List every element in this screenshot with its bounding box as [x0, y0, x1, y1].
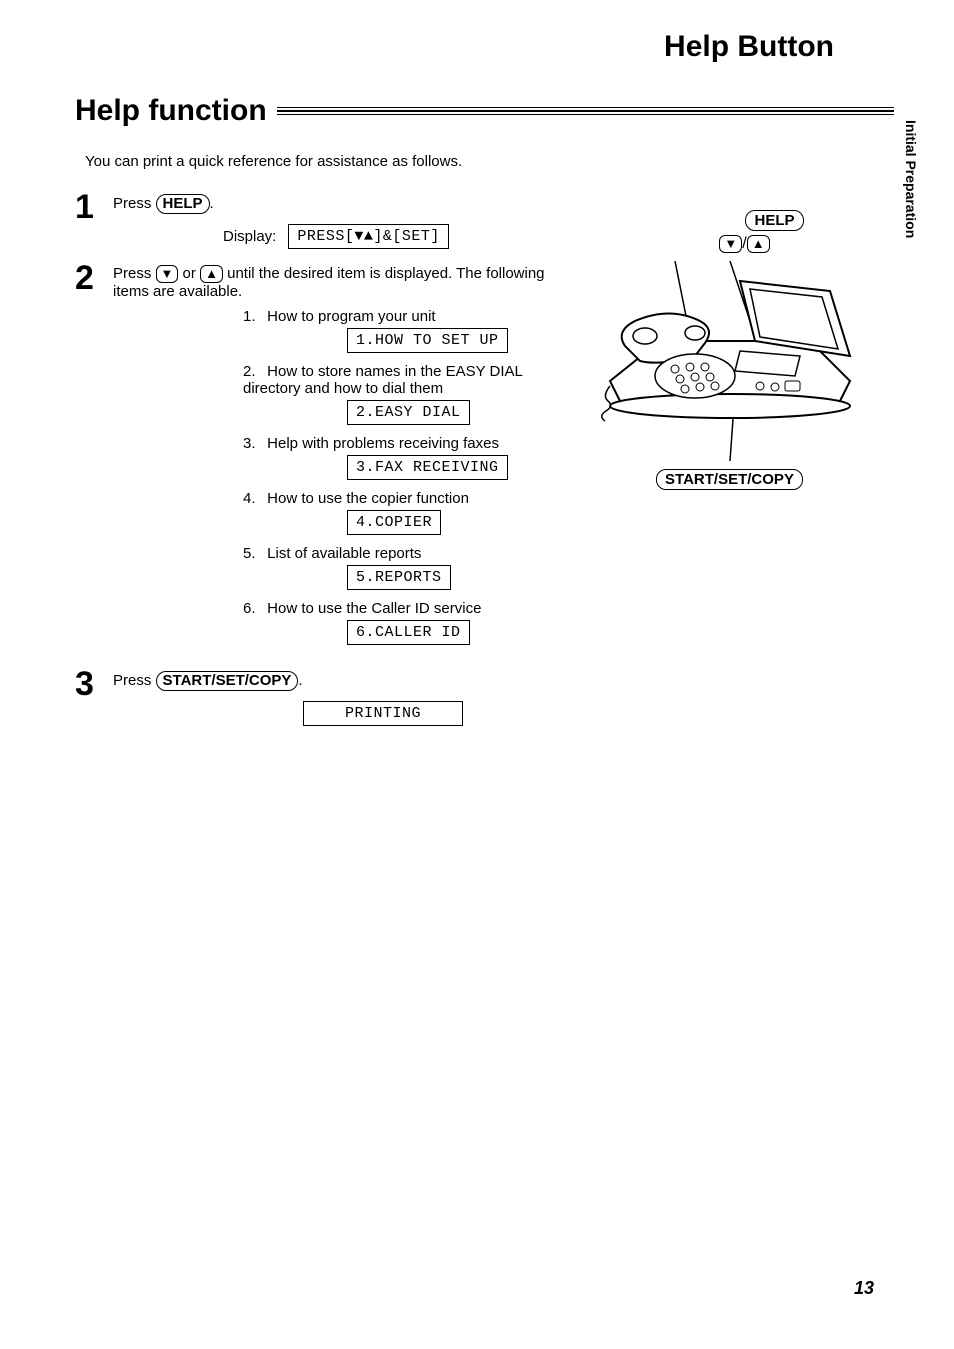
- item-desc: How to use the Caller ID service: [267, 600, 481, 617]
- list-item: 1. How to program your unit: [243, 308, 545, 325]
- list-item: 6. How to use the Caller ID service: [243, 600, 545, 617]
- item-desc: Help with problems receiving faxes: [267, 435, 499, 452]
- step2-or: or: [178, 265, 200, 282]
- item-num: 3.: [243, 435, 263, 452]
- step-2: 2 Press ▼ or ▲ until the desired item is…: [75, 261, 545, 655]
- down-key: ▼: [156, 265, 179, 283]
- step3-period: .: [298, 672, 302, 689]
- start-set-copy-key: START/SET/COPY: [156, 671, 299, 691]
- lcd-item-6: 6.CALLER ID: [347, 620, 470, 645]
- item-num: 2.: [243, 363, 263, 380]
- section-title: Help function: [75, 94, 267, 128]
- step1-press: Press: [113, 195, 156, 212]
- item-num: 4.: [243, 490, 263, 507]
- up-callout: ▲: [747, 235, 770, 253]
- lcd-item-2: 2.EASY DIAL: [347, 400, 470, 425]
- step-1: 1 Press HELP. Display: PRESS[▼▲]&[SET]: [75, 190, 545, 249]
- down-callout: ▼: [719, 235, 742, 253]
- section-title-row: Help function: [75, 94, 894, 128]
- list-item: 3. Help with problems receiving faxes: [243, 435, 545, 452]
- step-number: 1: [75, 190, 113, 224]
- step-number: 2: [75, 261, 113, 295]
- list-item: 5. List of available reports: [243, 545, 545, 562]
- list-item: 2. How to store names in the EASY DIAL d…: [243, 363, 545, 397]
- page-number: 13: [854, 1278, 874, 1299]
- lcd-item-1: 1.HOW TO SET UP: [347, 328, 508, 353]
- lcd-step3: PRINTING: [303, 701, 463, 726]
- lcd-step1: PRESS[▼▲]&[SET]: [288, 224, 449, 249]
- lcd-item-3: 3.FAX RECEIVING: [347, 455, 508, 480]
- step2-press: Press: [113, 265, 156, 282]
- lcd-item-5: 5.REPORTS: [347, 565, 451, 590]
- step3-press: Press: [113, 672, 156, 689]
- help-callout: HELP: [745, 210, 803, 231]
- item-desc: How to program your unit: [267, 308, 435, 325]
- step-number: 3: [75, 667, 113, 701]
- list-item: 4. How to use the copier function: [243, 490, 545, 507]
- fax-machine-icon: [600, 261, 860, 461]
- display-label: Display:: [223, 228, 276, 245]
- step1-period: .: [210, 195, 214, 212]
- start-callout: START/SET/COPY: [656, 469, 803, 490]
- intro-text: You can print a quick reference for assi…: [85, 153, 894, 170]
- title-rule: [277, 107, 894, 115]
- item-num: 5.: [243, 545, 263, 562]
- step-3: 3 Press START/SET/COPY. PRINTING: [75, 667, 545, 726]
- lcd-item-4: 4.COPIER: [347, 510, 441, 535]
- fax-diagram: HELP ▼/▲: [565, 210, 894, 490]
- side-tab: Initial Preparation: [903, 120, 919, 238]
- item-desc: How to store names in the EASY DIAL dire…: [243, 363, 522, 397]
- page-header: Help Button: [75, 30, 834, 64]
- item-num: 6.: [243, 600, 263, 617]
- item-num: 1.: [243, 308, 263, 325]
- help-key: HELP: [156, 194, 210, 214]
- item-desc: How to use the copier function: [267, 490, 469, 507]
- up-key: ▲: [200, 265, 223, 283]
- item-desc: List of available reports: [267, 545, 421, 562]
